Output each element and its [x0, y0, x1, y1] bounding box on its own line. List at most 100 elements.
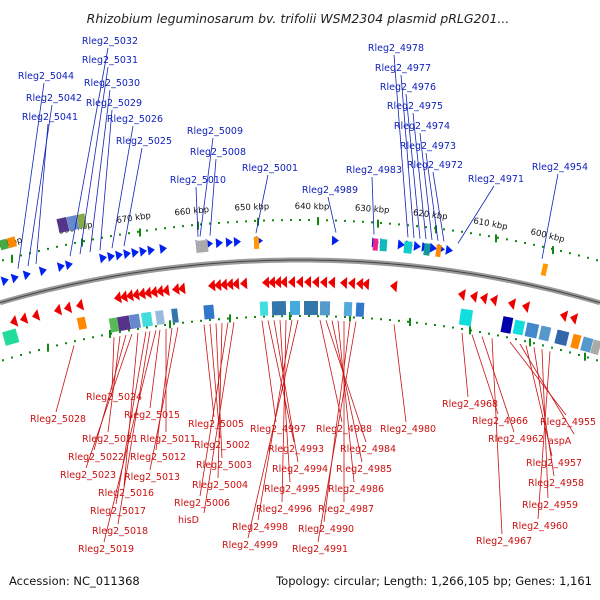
inner-dot [92, 336, 94, 339]
label-leader-line [123, 147, 143, 247]
feature-block [372, 238, 379, 251]
inner-dot [596, 359, 598, 362]
reverse-gene-label: Rleg2_5002 [194, 440, 250, 451]
inner-dot [272, 315, 274, 318]
label-leader-line [281, 320, 287, 503]
outer-dot [506, 238, 508, 241]
reverse-gene-label: Rleg2_4986 [328, 484, 384, 495]
label-leader-line [111, 337, 115, 391]
reverse-gene [214, 278, 222, 291]
label-leader-line [371, 176, 375, 235]
reverse-gene-label: Rleg2_4984 [340, 444, 396, 455]
forward-gene [429, 242, 437, 253]
feature-block [155, 310, 165, 326]
outer-dot [488, 235, 490, 238]
label-leader-line [537, 351, 551, 520]
reverse-gene [232, 277, 240, 290]
inner-dot [380, 318, 382, 321]
reverse-gene-label: Rleg2_4968 [442, 399, 498, 410]
reverse-gene-label: Rleg2_5013 [124, 472, 180, 483]
inner-dot [11, 356, 13, 359]
inner-tick [169, 320, 171, 329]
forward-gene-label: Rleg2_5041 [22, 112, 78, 123]
label-leader-line [117, 331, 151, 525]
outer-dot [479, 233, 481, 236]
reverse-gene [508, 298, 517, 310]
reverse-gene [390, 280, 398, 293]
inner-dot [497, 334, 499, 337]
inner-dot [362, 316, 364, 319]
forward-gene [64, 260, 73, 271]
forward-gene-label: Rleg2_4975 [387, 101, 443, 112]
reverse-gene [348, 277, 356, 290]
inner-tick [47, 343, 49, 352]
feature-block [195, 239, 209, 253]
inner-dot [299, 315, 301, 317]
feature-block [343, 301, 353, 317]
outer-dot [110, 235, 112, 238]
label-leader-line [393, 54, 409, 238]
reverse-gene [220, 278, 228, 291]
plasmid-backbone [0, 257, 600, 306]
inner-dot [20, 353, 22, 356]
outer-dotted-ring [2, 219, 598, 262]
outer-dot [407, 224, 409, 227]
forward-gene [56, 262, 65, 272]
reverse-gene-label: Rleg2_5012 [130, 452, 186, 463]
inner-dot [524, 340, 526, 343]
reverse-gene [32, 309, 41, 321]
inner-dot [506, 336, 508, 339]
forward-gene-label: Rleg2_5025 [116, 136, 172, 147]
forward-gene [139, 246, 147, 257]
label-leader-line [149, 329, 161, 409]
inner-dot [281, 315, 283, 318]
reverse-gene-label: Rleg2_5028 [30, 414, 86, 425]
reverse-gene-label: Rleg2_5011 [140, 434, 196, 445]
reverse-gene-label: Rleg2_5022 [68, 452, 124, 463]
label-leader-line [217, 322, 223, 479]
forward-gene-label: Rleg2_5044 [18, 71, 74, 82]
outer-dot [92, 238, 94, 241]
reverse-gene [54, 303, 63, 316]
label-leader-line [509, 341, 567, 416]
label-leader-line [471, 334, 499, 415]
forward-gene-label: Rleg2_4972 [407, 160, 463, 171]
outer-dot [290, 219, 292, 222]
forward-gene-label: Rleg2_4977 [375, 63, 431, 74]
outer-dot [164, 227, 166, 230]
accession-label: Accession: NC_011368 [9, 574, 140, 588]
feature-block [116, 315, 132, 332]
feature-block [319, 301, 331, 316]
label-leader-line [203, 324, 215, 418]
label-leader-line [111, 125, 134, 249]
label-leader-line [85, 333, 133, 469]
inner-dot [182, 321, 184, 324]
forward-gene [331, 235, 339, 246]
inner-dot [551, 346, 553, 349]
forward-gene-label: Rleg2_4974 [394, 121, 450, 132]
reverse-gene-label: Rleg2_5024 [86, 392, 142, 403]
label-leader-line [327, 196, 337, 233]
feature-block [580, 336, 594, 353]
feature-block [512, 319, 526, 336]
inner-dot [569, 351, 571, 354]
forward-gene-label: Rleg2_5001 [242, 163, 298, 174]
forward-gene [215, 238, 223, 249]
inner-dot [218, 318, 220, 321]
reverse-gene-label: Rleg2_4987 [318, 504, 374, 515]
scale-tick [197, 221, 199, 230]
reverse-gene-label: Rleg2_4999 [222, 540, 278, 551]
label-leader-line [209, 158, 217, 236]
reverse-gene [362, 278, 370, 291]
inner-dot [371, 317, 373, 320]
inner-tick [349, 313, 351, 322]
label-leader-line [55, 345, 75, 413]
feature-block [2, 328, 20, 346]
inner-dot [398, 319, 400, 322]
inner-dot [560, 348, 562, 351]
reverse-gene [356, 277, 364, 290]
inner-dot [425, 322, 427, 325]
outer-dot [155, 228, 157, 231]
reverse-gene-label: Rleg2_4993 [268, 444, 324, 455]
